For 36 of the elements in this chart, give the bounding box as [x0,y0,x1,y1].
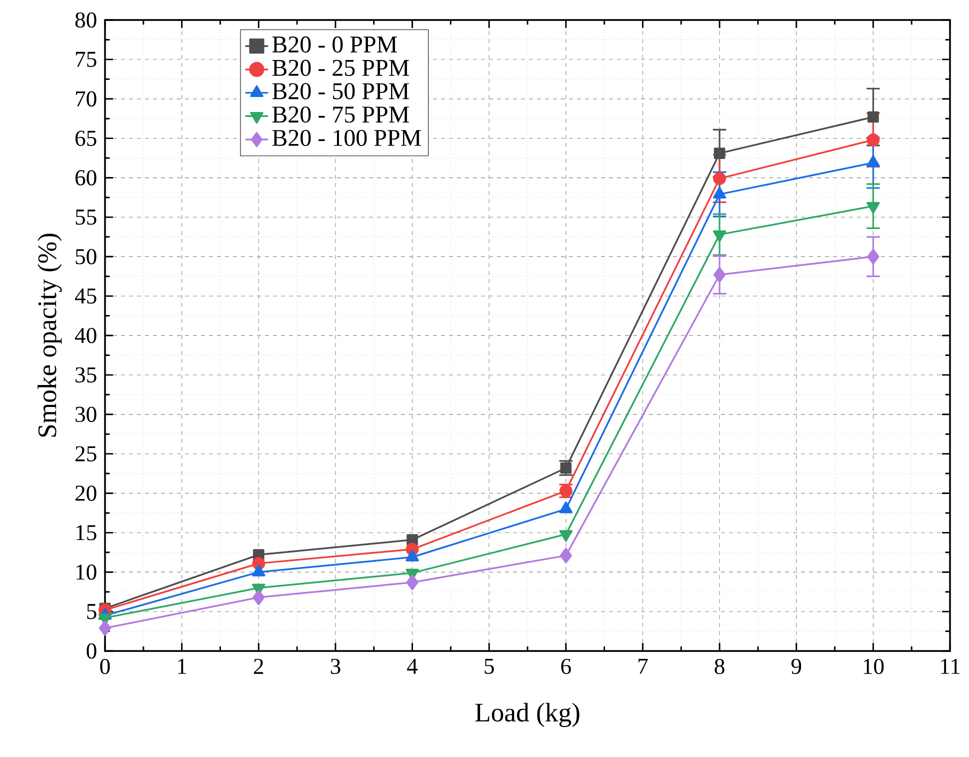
y-tick-label: 0 [86,643,96,659]
x-tick-label: 10 [864,658,884,674]
legend-label: B20 - 100 PPM [272,130,421,146]
x-tick-label: 9 [791,658,802,674]
y-tick-label: 80 [75,12,96,28]
legend-label: B20 - 0 PPM [272,36,397,53]
x-tick-label: 4 [407,658,418,674]
legend-label: B20 - 25 PPM [272,60,409,76]
x-tick-label: 2 [254,658,264,674]
x-tick-label: 0 [100,658,110,674]
y-tick-label: 35 [76,367,96,383]
x-axis-title: Load (kg) [475,702,580,728]
y-tick-label: 70 [76,91,96,107]
x-tick-label: 6 [561,658,571,674]
legend-label: B20 - 50 PPM [272,83,409,100]
y-tick-label: 40 [74,328,96,344]
y-axis-title: Smoke opacity (%) [38,234,62,437]
y-tick-label: 75 [76,52,96,67]
y-tick-label: 5 [87,604,96,620]
x-tick-label: 11 [941,658,960,674]
y-tick-label: 20 [76,486,96,501]
x-tick-label: 1 [178,658,186,674]
x-tick-label: 3 [330,658,340,674]
y-tick-label: 55 [76,210,96,225]
y-tick-label: 10 [76,564,96,580]
x-tick-label: 8 [714,658,724,674]
y-tick-label: 50 [76,248,96,264]
y-tick-label: 25 [76,446,96,462]
x-tick-label: 5 [484,658,494,674]
y-tick-label: 15 [76,525,96,540]
y-tick-label: 30 [76,406,96,422]
y-tick-label: 45 [74,288,96,304]
y-tick-label: 65 [76,130,96,146]
y-tick-label: 60 [76,170,96,186]
legend-label: B20 - 75 PPM [272,106,409,123]
x-tick-label: 7 [638,658,648,674]
